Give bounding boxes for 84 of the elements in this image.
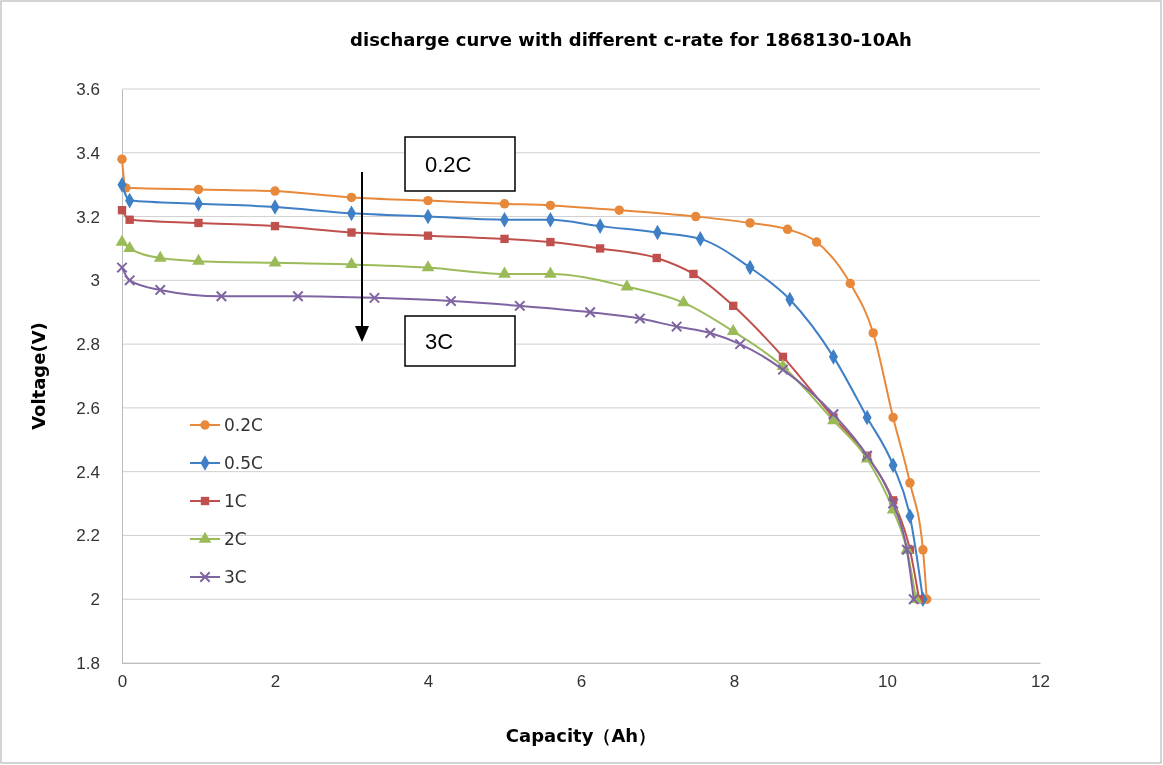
legend-label: 0.5C bbox=[224, 453, 263, 473]
point bbox=[546, 237, 555, 247]
point bbox=[691, 211, 701, 222]
y-tick-label: 3 bbox=[90, 271, 100, 291]
point bbox=[115, 234, 129, 246]
point bbox=[423, 195, 433, 206]
point bbox=[268, 255, 282, 267]
point bbox=[868, 328, 878, 338]
annotation: 0.2C bbox=[425, 152, 472, 177]
legend-label: 2C bbox=[224, 529, 247, 549]
y-tick-label: 2.2 bbox=[76, 526, 100, 546]
x-tick-label: 12 bbox=[1031, 672, 1050, 692]
x-axis-title: Capacity（Ah） bbox=[505, 725, 657, 746]
point bbox=[500, 234, 509, 244]
point bbox=[270, 221, 280, 231]
point bbox=[117, 205, 127, 215]
x-tick-label: 2 bbox=[270, 672, 281, 692]
legend-label: 1C bbox=[224, 491, 247, 511]
point bbox=[498, 266, 511, 278]
legend-label: 3C bbox=[224, 567, 247, 587]
y-tick-label: 3.4 bbox=[76, 143, 100, 163]
point bbox=[905, 478, 915, 488]
point bbox=[544, 266, 557, 278]
y-tick-label: 2 bbox=[90, 590, 100, 610]
point bbox=[888, 412, 898, 423]
point bbox=[845, 278, 855, 289]
point bbox=[595, 244, 605, 253]
legend-label: 0.2C bbox=[224, 415, 263, 435]
point bbox=[153, 250, 167, 262]
x-tick-label: 10 bbox=[878, 672, 897, 692]
point bbox=[689, 269, 698, 279]
point bbox=[421, 260, 435, 272]
point bbox=[811, 237, 822, 247]
point bbox=[345, 257, 358, 269]
x-tick-label: 4 bbox=[423, 672, 434, 692]
point bbox=[729, 301, 738, 311]
point bbox=[545, 200, 556, 211]
point bbox=[745, 218, 755, 228]
point bbox=[670, 320, 683, 333]
point bbox=[347, 228, 356, 237]
point bbox=[123, 274, 136, 287]
point bbox=[123, 241, 137, 253]
chart-title: discharge curve with different c-rate for 1868130-10Ah bbox=[350, 29, 912, 50]
y-tick-label: 2.4 bbox=[76, 462, 100, 482]
point bbox=[918, 545, 928, 555]
y-tick-label: 2.6 bbox=[76, 398, 100, 418]
point bbox=[116, 261, 128, 274]
point bbox=[154, 284, 166, 296]
y-tick-label: 3.2 bbox=[76, 207, 100, 227]
point bbox=[445, 295, 457, 307]
y-tick-label: 1.8 bbox=[76, 653, 100, 673]
point bbox=[634, 312, 646, 325]
point bbox=[215, 290, 228, 302]
point bbox=[193, 184, 204, 195]
point bbox=[270, 186, 280, 196]
point bbox=[584, 306, 596, 318]
point bbox=[782, 224, 793, 235]
point bbox=[734, 338, 746, 350]
point bbox=[677, 295, 690, 307]
x-tick-label: 0 bbox=[117, 672, 128, 692]
y-axis-title: Voltage(V) bbox=[28, 322, 49, 430]
point bbox=[292, 290, 304, 302]
point bbox=[125, 215, 134, 224]
point bbox=[499, 199, 510, 209]
point bbox=[704, 327, 717, 339]
point bbox=[620, 279, 634, 291]
point bbox=[514, 300, 526, 312]
point bbox=[726, 324, 740, 336]
point bbox=[192, 253, 205, 265]
point bbox=[777, 363, 789, 376]
y-tick-label: 2.8 bbox=[76, 335, 100, 355]
point bbox=[117, 154, 127, 164]
point bbox=[368, 292, 381, 304]
point bbox=[827, 408, 840, 420]
point bbox=[614, 205, 624, 215]
annotation: 3C bbox=[425, 329, 454, 354]
y-tick-label: 3.6 bbox=[76, 79, 100, 99]
point bbox=[346, 192, 357, 203]
x-tick-label: 8 bbox=[729, 672, 740, 692]
point bbox=[652, 253, 661, 263]
point bbox=[887, 497, 899, 510]
point bbox=[423, 231, 433, 240]
point bbox=[194, 218, 203, 228]
x-tick-label: 6 bbox=[576, 672, 587, 692]
